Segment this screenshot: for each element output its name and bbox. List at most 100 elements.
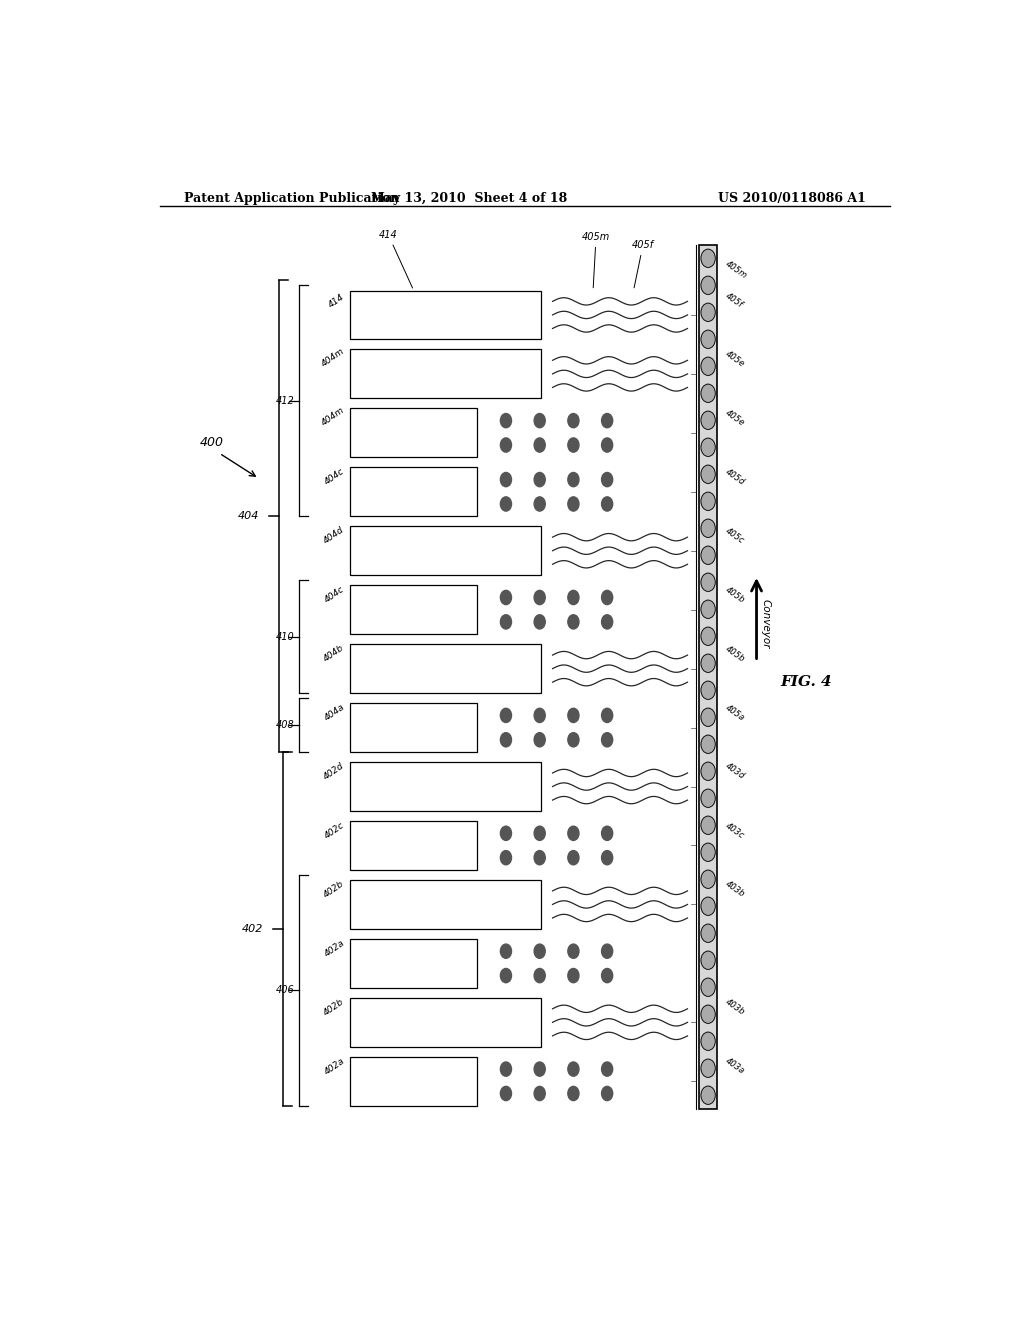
Circle shape <box>601 850 612 865</box>
Circle shape <box>535 1086 545 1101</box>
Text: 404a: 404a <box>323 702 346 722</box>
Text: 404c: 404c <box>323 466 346 487</box>
Bar <box>350 762 541 810</box>
Circle shape <box>568 1063 579 1076</box>
Circle shape <box>535 590 545 605</box>
Text: 405m: 405m <box>582 232 610 288</box>
Circle shape <box>601 615 612 630</box>
Circle shape <box>701 1086 715 1105</box>
Circle shape <box>535 850 545 865</box>
Circle shape <box>535 944 545 958</box>
Text: 402c: 402c <box>323 820 346 841</box>
Circle shape <box>501 944 512 958</box>
Bar <box>350 350 541 399</box>
Circle shape <box>601 944 612 958</box>
Circle shape <box>568 473 579 487</box>
Circle shape <box>701 304 715 322</box>
Text: 414: 414 <box>327 293 346 310</box>
Text: 403b: 403b <box>723 879 745 899</box>
Text: 408: 408 <box>275 719 295 730</box>
Bar <box>350 408 477 457</box>
Circle shape <box>535 615 545 630</box>
Circle shape <box>568 590 579 605</box>
Text: 402a: 402a <box>323 1056 346 1076</box>
Circle shape <box>568 969 579 982</box>
Text: 403d: 403d <box>723 762 745 781</box>
Circle shape <box>701 627 715 645</box>
Text: FIG. 4: FIG. 4 <box>780 675 833 689</box>
Circle shape <box>701 1032 715 1051</box>
Circle shape <box>535 1063 545 1076</box>
Text: 403b: 403b <box>723 998 745 1018</box>
Bar <box>350 290 541 339</box>
Circle shape <box>568 733 579 747</box>
Bar <box>699 244 717 1109</box>
Circle shape <box>701 843 715 862</box>
Circle shape <box>701 438 715 457</box>
Circle shape <box>701 789 715 808</box>
Circle shape <box>568 944 579 958</box>
Text: 403c: 403c <box>723 821 745 841</box>
Circle shape <box>601 496 612 511</box>
Circle shape <box>701 816 715 834</box>
Bar <box>350 821 477 870</box>
Circle shape <box>601 826 612 841</box>
Text: 405b: 405b <box>723 644 745 664</box>
Circle shape <box>701 655 715 672</box>
Bar <box>350 880 541 929</box>
Circle shape <box>601 1086 612 1101</box>
Circle shape <box>601 590 612 605</box>
Circle shape <box>701 952 715 969</box>
Circle shape <box>601 709 612 722</box>
Circle shape <box>501 1086 512 1101</box>
Circle shape <box>601 733 612 747</box>
Circle shape <box>601 1063 612 1076</box>
Circle shape <box>568 413 579 428</box>
Circle shape <box>601 413 612 428</box>
Circle shape <box>501 413 512 428</box>
Bar <box>350 998 541 1047</box>
Circle shape <box>701 249 715 268</box>
Text: 405c: 405c <box>723 527 745 545</box>
Text: 404b: 404b <box>323 643 346 664</box>
Circle shape <box>568 1086 579 1101</box>
Circle shape <box>701 708 715 726</box>
Circle shape <box>501 1063 512 1076</box>
Text: 402d: 402d <box>323 760 346 781</box>
Circle shape <box>568 709 579 722</box>
Bar <box>350 585 477 634</box>
Circle shape <box>501 496 512 511</box>
Circle shape <box>601 438 612 453</box>
Circle shape <box>501 969 512 982</box>
Bar <box>350 527 541 576</box>
Circle shape <box>701 546 715 565</box>
Circle shape <box>501 438 512 453</box>
Text: 404: 404 <box>238 511 259 521</box>
Circle shape <box>701 898 715 915</box>
Text: 412: 412 <box>275 396 295 405</box>
Bar <box>350 704 477 752</box>
Text: 406: 406 <box>275 985 295 995</box>
Text: 405e: 405e <box>723 408 745 428</box>
Text: 414: 414 <box>379 230 413 288</box>
Circle shape <box>535 473 545 487</box>
Text: 404d: 404d <box>323 525 346 545</box>
Circle shape <box>701 573 715 591</box>
Circle shape <box>535 826 545 841</box>
Circle shape <box>535 733 545 747</box>
Circle shape <box>701 870 715 888</box>
Text: 402b: 402b <box>323 997 346 1018</box>
Circle shape <box>701 1059 715 1077</box>
Circle shape <box>701 978 715 997</box>
Text: Conveyor: Conveyor <box>761 599 770 648</box>
Circle shape <box>568 850 579 865</box>
Circle shape <box>701 681 715 700</box>
Text: 403a: 403a <box>723 1056 745 1076</box>
Circle shape <box>501 826 512 841</box>
Text: 405a: 405a <box>723 704 745 722</box>
Text: 405f: 405f <box>632 240 654 288</box>
Circle shape <box>501 473 512 487</box>
Text: 405f: 405f <box>723 292 744 310</box>
Text: 405m: 405m <box>723 259 749 280</box>
Text: 404m: 404m <box>319 347 346 368</box>
